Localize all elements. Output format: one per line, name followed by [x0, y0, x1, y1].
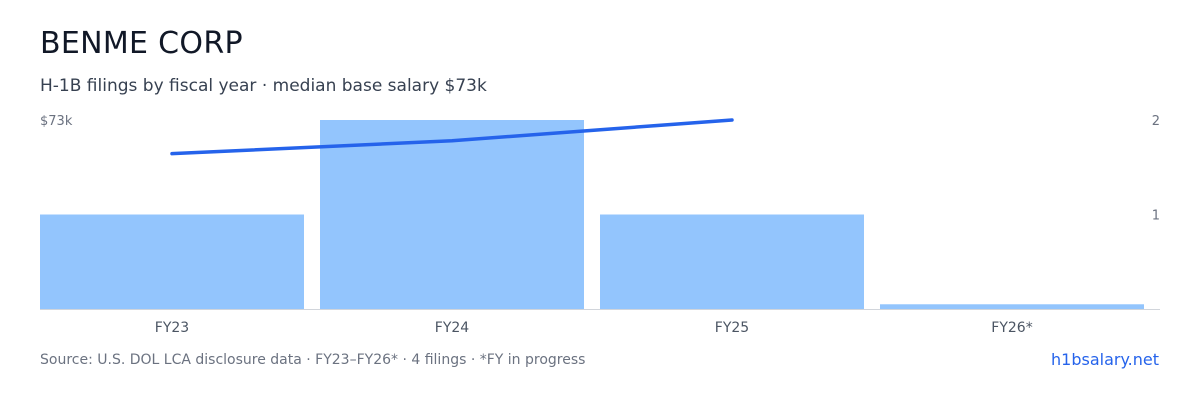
- x-tick-labels: FY23 FY24 FY25 FY26*: [155, 320, 1033, 336]
- source-note: Source: U.S. DOL LCA disclosure data · F…: [40, 352, 586, 368]
- left-y-tick-label: $73k: [40, 114, 73, 129]
- bar-fy23: [40, 214, 304, 309]
- x-tick-label: FY24: [435, 320, 470, 336]
- salary-line: [170, 118, 734, 156]
- bar-fy26: [880, 304, 1144, 309]
- bars-group: [40, 120, 1144, 309]
- chart-subtitle: H-1B filings by fiscal year · median bas…: [40, 76, 487, 96]
- bar-fy25: [600, 214, 864, 309]
- right-y-tick-label: 2: [1152, 114, 1160, 129]
- y-tick-labels: $73k 1 2: [40, 114, 1160, 224]
- salary-line-group: [170, 118, 734, 156]
- bar-fy24: [320, 120, 584, 309]
- site-link[interactable]: h1bsalary.net: [1051, 350, 1159, 369]
- right-y-tick-label: 1: [1152, 209, 1160, 224]
- x-tick-label: FY23: [155, 320, 189, 336]
- x-tick-label: FY25: [715, 320, 749, 336]
- x-tick-label: FY26*: [991, 320, 1032, 336]
- chart-title: BENME CORP: [40, 26, 243, 61]
